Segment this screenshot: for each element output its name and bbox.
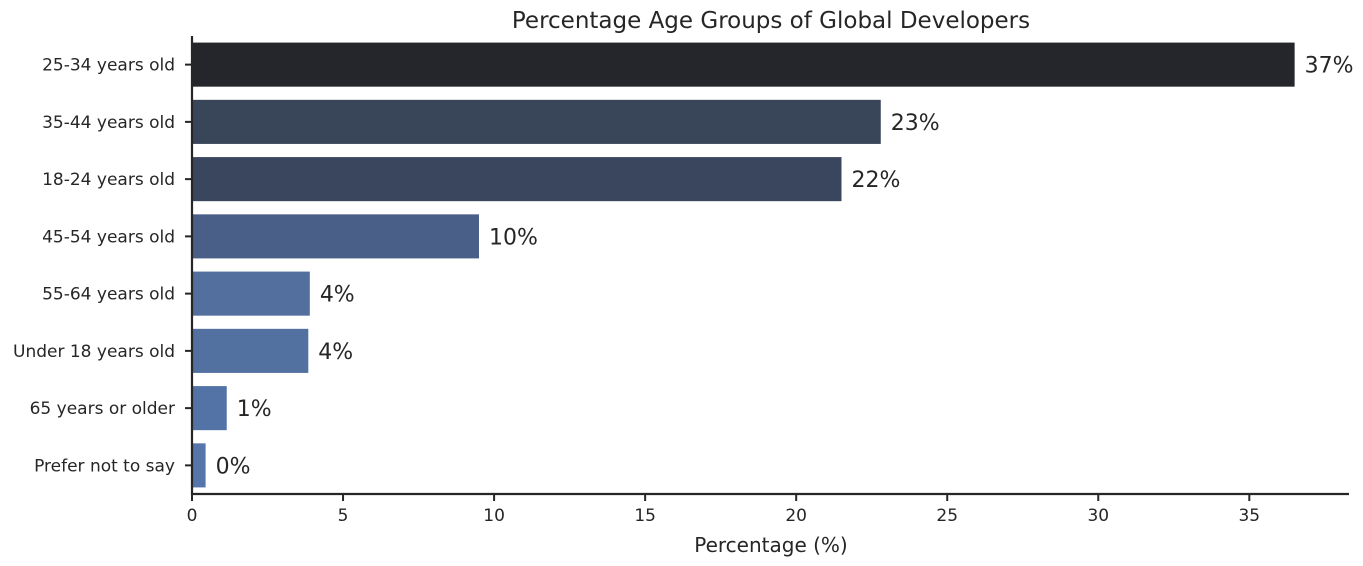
bars-group bbox=[192, 42, 1295, 488]
x-tick-label: 20 bbox=[785, 506, 807, 526]
data-label: 4% bbox=[318, 340, 353, 365]
data-label: 10% bbox=[489, 225, 538, 250]
category-label: Under 18 years old bbox=[13, 342, 175, 362]
x-tick-label: 0 bbox=[187, 506, 198, 526]
data-label: 4% bbox=[320, 283, 355, 308]
bar bbox=[192, 99, 881, 144]
chart-title: Percentage Age Groups of Global Develope… bbox=[512, 8, 1030, 34]
x-tick-label: 25 bbox=[936, 506, 958, 526]
data-labels: 37% 23% 22% 10% 4% 4% 1% 0% bbox=[216, 54, 1354, 480]
category-label: 55-64 years old bbox=[42, 285, 175, 305]
category-labels: 25-34 years old 35-44 years old 18-24 year… bbox=[13, 56, 192, 476]
bar bbox=[192, 42, 1295, 87]
data-label: 22% bbox=[851, 168, 900, 193]
data-label: 0% bbox=[216, 454, 251, 479]
bar bbox=[192, 214, 479, 259]
bar bbox=[192, 328, 309, 373]
x-tick-label: 5 bbox=[338, 506, 349, 526]
category-label: Prefer not to say bbox=[34, 456, 175, 476]
bar bbox=[192, 443, 206, 488]
data-label: 23% bbox=[891, 111, 940, 136]
x-tick-label: 15 bbox=[634, 506, 656, 526]
category-label: 45-54 years old bbox=[42, 227, 175, 247]
bar bbox=[192, 157, 842, 202]
bar bbox=[192, 271, 310, 316]
category-label: 65 years or older bbox=[30, 399, 175, 419]
category-label: 25-34 years old bbox=[42, 56, 175, 76]
x-axis-ticks: 0 5 10 15 20 25 30 35 bbox=[187, 494, 1260, 526]
category-label: 35-44 years old bbox=[42, 113, 175, 133]
bar bbox=[192, 386, 227, 431]
x-tick-label: 35 bbox=[1238, 506, 1260, 526]
category-label: 18-24 years old bbox=[42, 170, 175, 190]
data-label: 37% bbox=[1305, 54, 1354, 79]
data-label: 1% bbox=[237, 397, 272, 422]
x-axis-label: Percentage (%) bbox=[694, 533, 847, 557]
x-tick-label: 10 bbox=[483, 506, 505, 526]
x-tick-label: 30 bbox=[1087, 506, 1109, 526]
